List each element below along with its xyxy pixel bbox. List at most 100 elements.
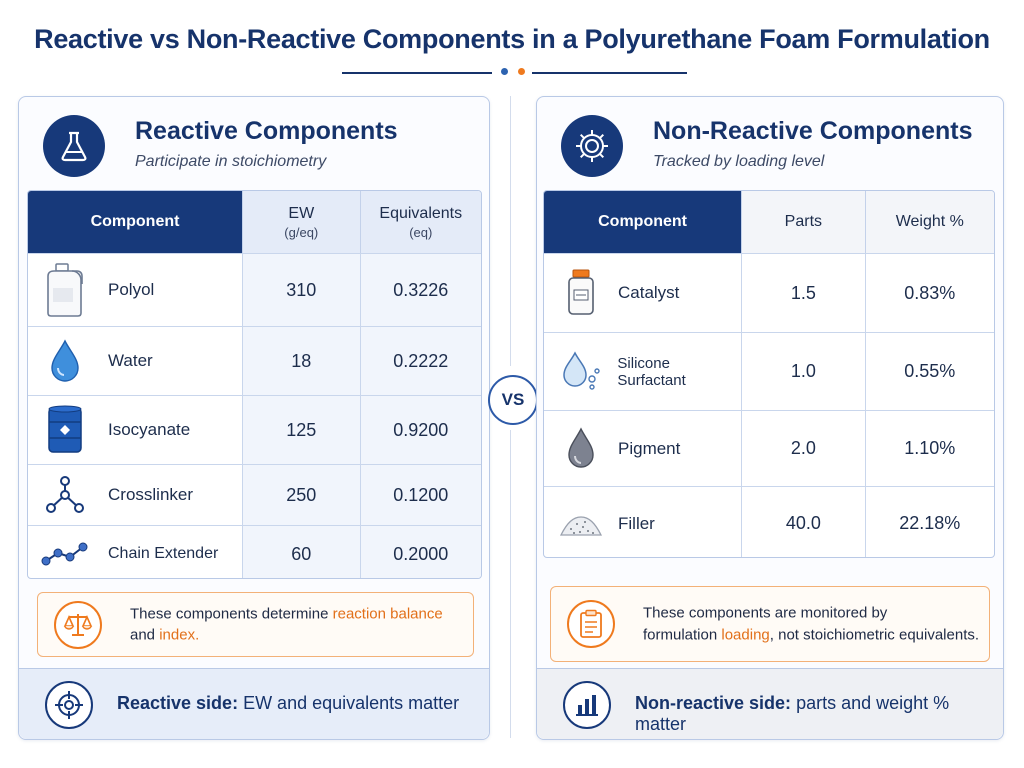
water-drop-icon (38, 337, 92, 385)
gear-icon (561, 115, 623, 177)
note-text-start: These components are monitored by (643, 604, 888, 622)
reactive-title: Reactive Components (135, 117, 398, 145)
molecule-icon (38, 471, 92, 519)
nonreactive-panel: Non-Reactive Components Tracked by loadi… (536, 96, 1004, 740)
nonreactive-summary-bar: Non-reactive side: parts and weight % ma… (537, 668, 1003, 739)
divider-line-bottom (510, 430, 511, 738)
nonreactive-note: These components are monitored by formul… (550, 586, 990, 662)
component-cell: Isocyanate (28, 396, 242, 464)
note-highlight: index. (159, 626, 200, 644)
note-text-end: , not stoichiometric equivalents. (769, 626, 980, 643)
chain-icon (38, 530, 92, 578)
vs-badge: VS (488, 375, 538, 425)
divider-line-top (510, 96, 511, 366)
header-equivalents: Equivalents (eq) (359, 191, 481, 253)
equivalents-cell: 0.2000 (359, 526, 481, 578)
jug-icon (38, 263, 92, 317)
title-dot-orange (518, 68, 525, 75)
gray-drop-icon (554, 425, 608, 473)
weight-cell: 1.10% (864, 411, 994, 486)
ew-cell: 310 (242, 254, 360, 326)
parts-cell: 1.0 (741, 333, 864, 410)
component-name: Isocyanate (108, 420, 191, 439)
header-ew-unit: (g/eq) (284, 224, 319, 240)
nonreactive-subtitle: Tracked by loading level (653, 153, 825, 170)
component-cell: Crosslinker (28, 465, 242, 525)
component-cell: Filler (544, 487, 741, 557)
header-equivalents-label: Equivalents (379, 204, 463, 222)
bar-chart-icon (563, 681, 611, 729)
weight-cell: 0.83% (864, 254, 994, 332)
component-name: Catalyst (618, 283, 680, 302)
balance-scale-icon (54, 600, 102, 649)
ew-cell: 18 (242, 327, 360, 395)
component-name: Filler (618, 513, 655, 533)
summary-bold: Non-reactive side: (635, 693, 792, 713)
table-row: Polyol 310 0.3226 (28, 253, 481, 326)
equivalents-cell: 0.9200 (359, 396, 481, 464)
header-ew: EW (g/eq) (242, 191, 360, 253)
reactive-subtitle: Participate in stoichiometry (135, 153, 327, 170)
nonreactive-note-text: These components are monitored by formul… (643, 602, 979, 646)
header-weight: Weight % (864, 191, 994, 253)
note-text-mid: and (130, 626, 160, 644)
reactive-table: Component EW (g/eq) Equivalents (eq) Pol… (27, 190, 482, 579)
component-cell: Catalyst (544, 254, 741, 332)
component-cell: Polyol (28, 254, 242, 326)
flask-icon (43, 115, 105, 177)
component-name: Pigment (618, 438, 681, 458)
equivalents-cell: 0.1200 (359, 465, 481, 525)
component-cell: Silicone Surfactant (544, 333, 741, 410)
parts-cell: 2.0 (741, 411, 864, 486)
ew-cell: 60 (242, 526, 360, 578)
weight-cell: 0.55% (864, 333, 994, 410)
ew-cell: 125 (242, 396, 360, 464)
summary-rest: parts and weight % matter (635, 693, 950, 734)
note-highlight: reaction balance (332, 604, 443, 622)
component-name: Silicone Surfactant (617, 354, 686, 389)
component-cell: Water (28, 327, 242, 395)
reactive-summary-text: Reactive side: EW and equivalents matter (117, 693, 459, 714)
nonreactive-table: Component Parts Weight % Catalyst 1.5 0.… (543, 190, 995, 558)
header-parts: Parts (741, 191, 865, 253)
header-component: Component (28, 191, 243, 253)
title-dot-blue (501, 68, 508, 75)
summary-bold: Reactive side: (117, 693, 239, 713)
table-row: Silicone Surfactant 1.0 0.55% (544, 332, 994, 410)
component-name: Crosslinker (108, 485, 194, 504)
droplet-bubbles-icon (554, 348, 607, 396)
component-name: Polyol (108, 280, 155, 299)
table-row: Filler 40.0 22.18% (544, 486, 994, 557)
note-text-mid: formulation (643, 626, 722, 643)
nonreactive-title: Non-Reactive Components (653, 117, 973, 145)
title-divider-right (532, 72, 687, 74)
table-row: Isocyanate 125 0.9200 (28, 395, 481, 464)
nonreactive-table-header: Component Parts Weight % (544, 191, 994, 253)
title-divider-left (342, 72, 492, 74)
drum-icon (38, 405, 92, 454)
header-ew-label: EW (288, 204, 315, 222)
weight-cell: 22.18% (864, 487, 994, 557)
reactive-summary-bar: Reactive side: EW and equivalents matter (19, 668, 489, 739)
reactive-table-header: Component EW (g/eq) Equivalents (eq) (28, 191, 481, 253)
equivalents-cell: 0.3226 (359, 254, 481, 326)
component-cell: Chain Extender (28, 526, 242, 578)
powder-pile-icon (554, 500, 608, 548)
reactive-note: These components determine reaction bala… (37, 592, 474, 657)
component-name: Chain Extender (108, 545, 219, 562)
note-highlight: loading (721, 626, 770, 643)
header-equivalents-unit: (eq) (409, 224, 433, 240)
header-component: Component (544, 191, 742, 253)
table-row: Water 18 0.2222 (28, 326, 481, 395)
target-icon (45, 681, 93, 729)
component-cell: Pigment (544, 411, 741, 486)
component-name: Water (108, 351, 153, 370)
parts-cell: 40.0 (741, 487, 864, 557)
table-row: Pigment 2.0 1.10% (544, 410, 994, 486)
bottle-icon (554, 269, 608, 317)
reactive-panel: Reactive Components Participate in stoic… (18, 96, 490, 740)
clipboard-icon (567, 600, 615, 648)
nonreactive-summary-text: Non-reactive side: parts and weight % ma… (635, 693, 1003, 735)
summary-rest: EW and equivalents matter (238, 693, 460, 713)
page-title: Reactive vs Non-Reactive Components in a… (34, 24, 990, 54)
